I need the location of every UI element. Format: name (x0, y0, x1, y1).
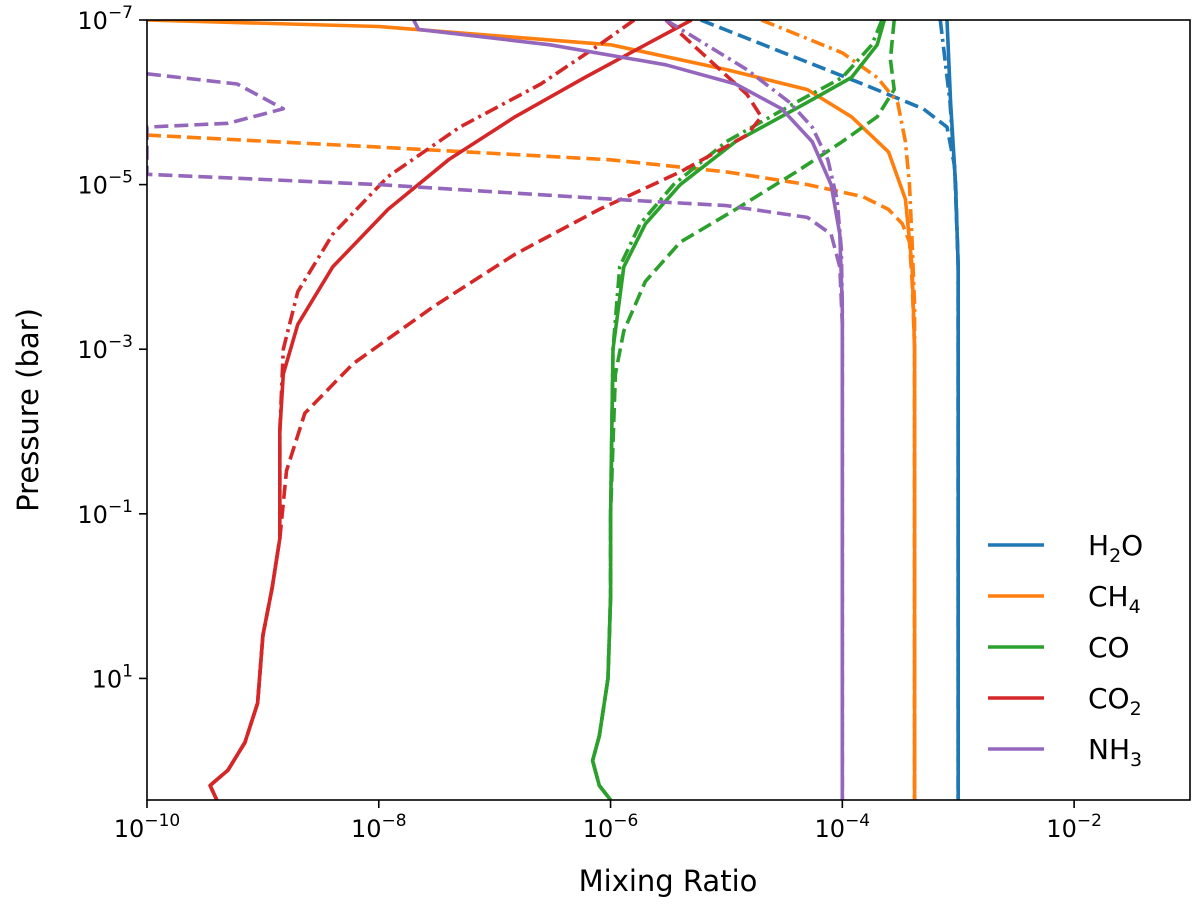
x-axis-label: Mixing Ratio (579, 864, 758, 898)
y-axis: 10−7 10−5 10−3 10−1 101 (77, 3, 147, 693)
series-line-h2o-dashdot (938, 20, 960, 800)
legend-label: CH4 (1088, 580, 1141, 618)
x-tick-label: 10−4 (815, 811, 871, 843)
legend: H2O CH4 CO CO2 NH3 (988, 529, 1143, 771)
series-line-nh3-dashdot (664, 20, 845, 800)
series-line-co-dashdot (590, 20, 884, 800)
x-tick-label: 10−2 (1046, 811, 1102, 843)
y-tick-label: 10−1 (77, 497, 133, 529)
series-line-ch4-dashdot (760, 20, 917, 800)
series-line-ch4-dashed (147, 133, 917, 800)
x-tick-label: 10−10 (114, 811, 180, 843)
y-tick-label: 10−5 (77, 168, 133, 200)
legend-label: CO2 (1088, 682, 1142, 720)
series-line-co2-dashdot (208, 20, 636, 800)
y-tick-label: 10−3 (77, 332, 133, 364)
series-line-nh3-dashed (147, 72, 845, 800)
plot-frame (146, 19, 1191, 801)
x-tick-label: 10−8 (351, 811, 407, 843)
y-tick-label: 10−7 (77, 3, 133, 35)
legend-label: CO (1088, 631, 1130, 664)
legend-label: H2O (1088, 529, 1143, 567)
x-axis: 10−10 10−8 10−6 10−4 10−2 (114, 800, 1102, 843)
y-axis-label: Pressure (bar) (11, 308, 45, 512)
y-tick-label: 101 (92, 661, 133, 693)
legend-label: NH3 (1088, 733, 1142, 771)
x-tick-label: 10−6 (583, 811, 639, 843)
series-layer (147, 20, 960, 800)
